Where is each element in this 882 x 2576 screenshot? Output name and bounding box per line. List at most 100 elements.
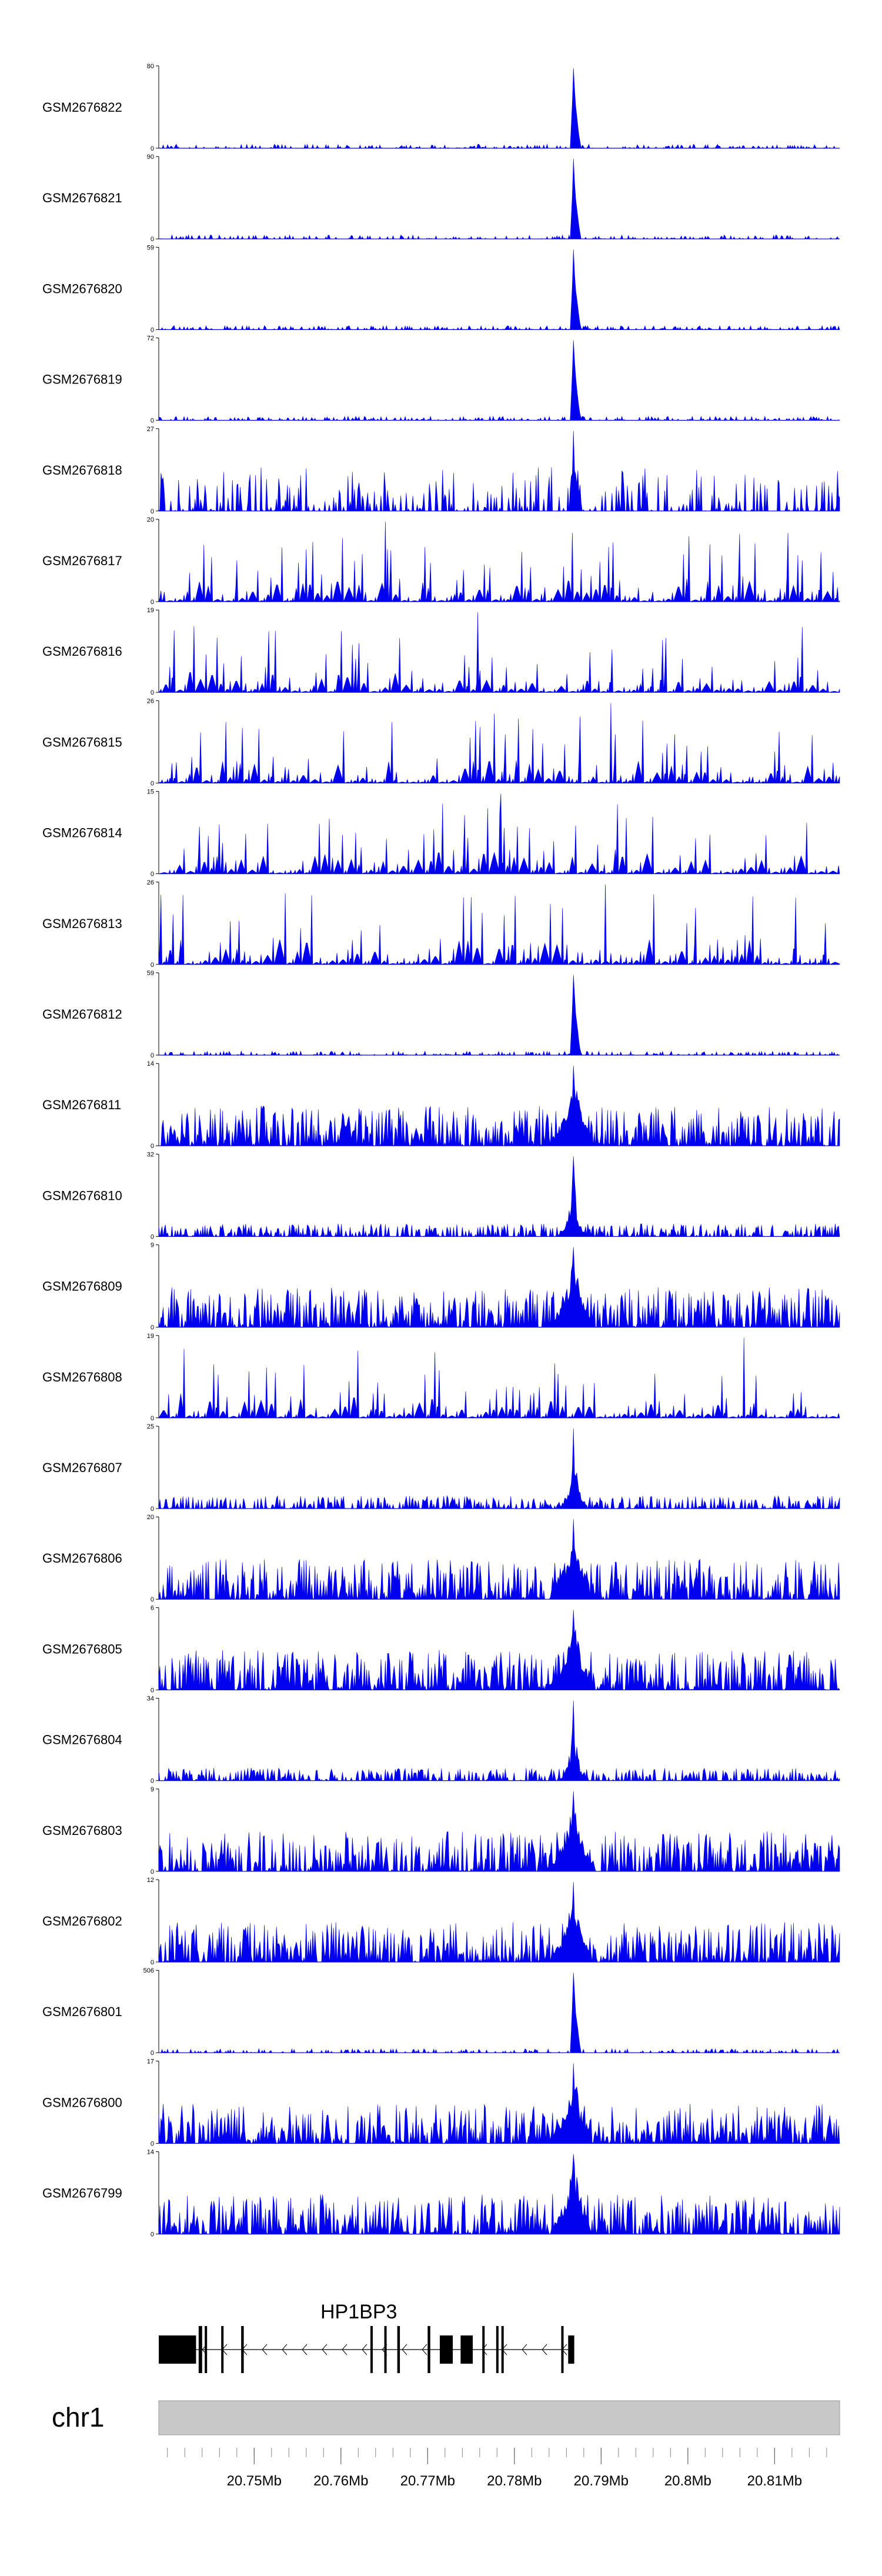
track-label: GSM2676805 <box>42 1641 122 1656</box>
y-max-label: 14 <box>147 2149 154 2156</box>
gene-exon <box>439 2335 453 2364</box>
y-max-label: 6 <box>151 1604 154 1611</box>
y-max-label: 27 <box>147 426 154 433</box>
y-max-label: 9 <box>151 1242 154 1249</box>
coverage-area <box>158 2154 840 2235</box>
gene-exon <box>198 2326 202 2373</box>
signal-track: GSM2676812 59 0 <box>42 970 840 1059</box>
y-max-label: 25 <box>147 1423 154 1430</box>
signal-track: GSM2676805 6 0 <box>42 1604 840 1694</box>
y-min-label: 0 <box>151 1143 154 1150</box>
y-max-label: 80 <box>147 63 154 70</box>
chromosome-ideogram-track: chr1 <box>52 2400 840 2435</box>
gene-annotation-track: HP1BP3 <box>159 2301 574 2373</box>
gene-exon <box>496 2326 499 2373</box>
gene-exon <box>384 2326 387 2373</box>
signal-track: GSM2676817 20 0 <box>42 516 840 606</box>
gene-exon <box>221 2326 224 2373</box>
genomic-axis: 20.75Mb 20.76Mb 20.77Mb 20.78Mb 20.79Mb 20.8M… <box>167 2448 827 2489</box>
track-label: GSM2676820 <box>42 281 122 296</box>
strand-arrow <box>282 2344 288 2355</box>
y-max-label: 20 <box>147 516 154 523</box>
gene-exon <box>241 2326 244 2373</box>
y-max-label: 72 <box>147 335 154 342</box>
signal-track: GSM2676801 506 0 <box>42 1967 840 2057</box>
signal-track: GSM2676815 26 0 <box>42 698 840 787</box>
track-label: GSM2676817 <box>42 553 122 568</box>
coverage-area <box>158 2063 840 2144</box>
chromosome-label: chr1 <box>52 2402 104 2432</box>
coverage-area <box>159 975 840 1056</box>
strand-arrow <box>402 2344 407 2355</box>
y-min-label: 0 <box>151 689 154 696</box>
y-max-label: 90 <box>147 154 154 161</box>
track-label: GSM2676819 <box>42 372 122 387</box>
coverage-area <box>158 521 840 603</box>
track-label: GSM2676818 <box>42 463 122 478</box>
track-label: GSM2676803 <box>42 1823 122 1838</box>
track-label: GSM2676813 <box>42 916 122 931</box>
y-min-label: 0 <box>151 1687 154 1694</box>
signal-track: GSM2676818 27 0 <box>42 426 840 515</box>
y-min-label: 0 <box>151 1506 154 1513</box>
strand-arrow <box>302 2344 308 2355</box>
signal-track: GSM2676813 26 0 <box>42 879 840 969</box>
y-max-label: 26 <box>147 698 154 705</box>
y-min-label: 0 <box>151 599 154 606</box>
gene-exon <box>205 2326 208 2373</box>
x-tick-label: 20.8Mb <box>664 2473 711 2489</box>
track-label: GSM2676814 <box>42 826 122 840</box>
gene-exon <box>397 2326 400 2373</box>
gene-exon <box>568 2335 574 2364</box>
signal-tracks: GSM2676822800GSM2676821900GSM2676820590G… <box>42 63 840 2238</box>
track-label: GSM2676809 <box>42 1279 122 1294</box>
y-min-label: 0 <box>151 962 154 969</box>
track-label: GSM2676801 <box>42 2004 122 2019</box>
coverage-area <box>158 1610 840 1691</box>
coverage-area <box>159 1973 840 2054</box>
signal-track: GSM2676804 34 0 <box>42 1696 840 1785</box>
chromosome-band <box>158 2400 840 2435</box>
x-tick-label: 20.77Mb <box>400 2473 455 2489</box>
y-max-label: 59 <box>147 970 154 977</box>
y-min-label: 0 <box>151 1596 154 1603</box>
track-label: GSM2676807 <box>42 1460 122 1475</box>
coverage-area <box>158 1791 840 1872</box>
coverage-area <box>159 249 840 331</box>
coverage-area <box>158 1519 840 1600</box>
strand-arrow <box>342 2344 348 2355</box>
y-min-label: 0 <box>151 145 154 152</box>
signal-track: GSM2676810 32 0 <box>42 1151 840 1240</box>
coverage-area <box>158 340 840 421</box>
y-max-label: 19 <box>147 1333 154 1340</box>
coverage-area <box>158 1881 840 1963</box>
track-label: GSM2676815 <box>42 735 122 749</box>
coverage-area <box>158 1337 840 1419</box>
track-label: GSM2676821 <box>42 191 122 205</box>
signal-track: GSM2676807 25 0 <box>42 1423 840 1513</box>
strand-arrow <box>422 2344 427 2355</box>
track-label: GSM2676799 <box>42 2186 122 2201</box>
x-tick-label: 20.79Mb <box>574 2473 629 2489</box>
y-min-label: 0 <box>151 780 154 787</box>
y-min-label: 0 <box>151 326 154 333</box>
track-label: GSM2676810 <box>42 1188 122 1203</box>
y-max-label: 17 <box>147 2058 154 2065</box>
coverage-area <box>159 159 840 240</box>
signal-track: GSM2676800 17 0 <box>42 2058 840 2147</box>
y-min-label: 0 <box>151 1778 154 1785</box>
strand-arrow <box>322 2344 328 2355</box>
y-min-label: 0 <box>151 1324 154 1332</box>
gene-exon <box>561 2326 564 2373</box>
strand-arrow <box>362 2344 368 2355</box>
coverage-area <box>158 1700 840 1781</box>
y-max-label: 9 <box>151 1786 154 1793</box>
signal-track: GSM2676808 19 0 <box>42 1333 840 1422</box>
y-min-label: 0 <box>151 2231 154 2238</box>
gene-exon <box>482 2326 485 2373</box>
signal-track: GSM2676799 14 0 <box>42 2149 840 2238</box>
y-max-label: 34 <box>147 1696 154 1703</box>
track-label: GSM2676806 <box>42 1551 122 1566</box>
gene-exon <box>460 2335 473 2364</box>
